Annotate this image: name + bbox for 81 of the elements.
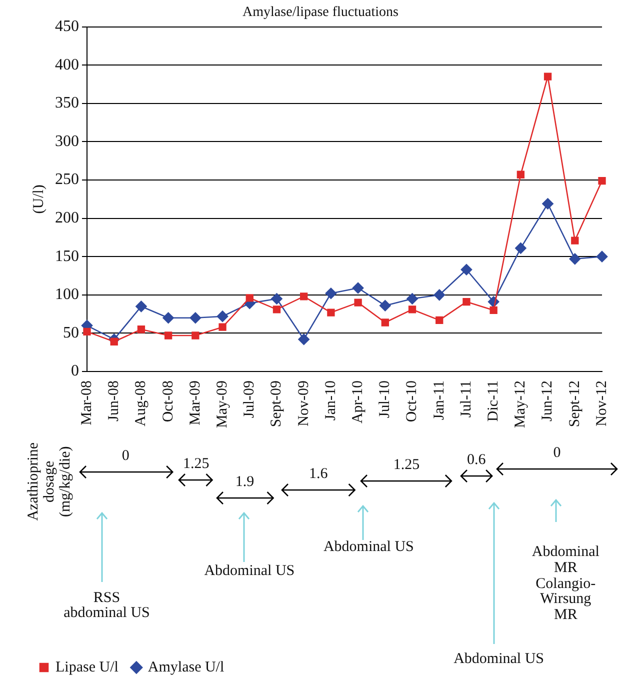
- x-tick-label: Jun-12: [540, 380, 556, 422]
- point: [327, 308, 335, 316]
- x-tick-label: Mar-09: [187, 380, 204, 426]
- point: [137, 326, 146, 334]
- chart-title: Amylase/lipase fluctuations: [242, 5, 398, 20]
- x-tick-label: Jul-09: [242, 380, 258, 418]
- point: [598, 176, 606, 185]
- x-tick-label: Aug-08: [133, 380, 150, 426]
- x-tick-label: Apr-10: [350, 380, 366, 424]
- x-tick-label: Sept-09: [268, 380, 285, 428]
- text: RSS abdominal US: [64, 590, 150, 622]
- x-tick-label: Nov-12: [594, 380, 610, 426]
- point: [515, 242, 526, 254]
- legend-label: Lipase U/l: [56, 659, 118, 676]
- x-tick-label: Jul-11: [458, 380, 474, 418]
- point: [571, 236, 579, 244]
- point: [569, 253, 581, 265]
- y-tick-label: 350: [55, 94, 79, 112]
- x-tick-label: Mar-08: [78, 380, 95, 426]
- point: [271, 293, 282, 304]
- x-tick-label: Jan-11: [431, 380, 448, 420]
- text: Abdominal US: [323, 538, 414, 556]
- y-tick-label: 100: [55, 286, 79, 304]
- point: [136, 300, 147, 312]
- y-tick-label: 400: [55, 56, 79, 74]
- legend-label: Amylase U/l: [148, 659, 224, 676]
- point: [272, 306, 281, 314]
- y-tick-label: 50: [63, 324, 79, 342]
- x-tick-label: May-09: [214, 380, 230, 428]
- y-axis-title: (U/l): [30, 184, 47, 214]
- point: [352, 282, 364, 294]
- point: [192, 332, 200, 340]
- x-tick-label: Sept-12: [566, 380, 583, 428]
- text: 0: [122, 448, 130, 464]
- point: [434, 289, 446, 301]
- point: [216, 310, 228, 322]
- x-tick-label: Jan-10: [322, 380, 339, 421]
- point: [380, 300, 391, 312]
- point: [354, 298, 362, 306]
- point: [596, 250, 608, 262]
- x-tick-label: Oct-10: [404, 380, 420, 422]
- y-tick-label: 450: [55, 18, 79, 36]
- text: 0.6: [467, 452, 486, 468]
- point: [325, 288, 337, 300]
- text: 1.9: [235, 474, 254, 490]
- point: [162, 312, 174, 324]
- point: [436, 316, 444, 324]
- point: [381, 318, 389, 326]
- x-tick-label: Jul-10: [377, 380, 394, 418]
- y-tick-label: 150: [55, 248, 79, 265]
- y-tick-label: 200: [55, 210, 79, 227]
- x-tick-label: Dic-11: [486, 380, 502, 422]
- x-tick-label: Jun-08: [106, 380, 122, 422]
- point: [462, 298, 470, 306]
- point: [408, 306, 416, 314]
- point: [190, 312, 202, 324]
- x-tick-label: May-12: [512, 380, 529, 428]
- point: [544, 72, 552, 80]
- point: [460, 264, 472, 276]
- text: Azathioprine dosage (mg/kg/die): [26, 442, 74, 521]
- point: [164, 332, 172, 340]
- text: 0: [553, 444, 561, 462]
- point: [246, 294, 254, 302]
- point: [218, 323, 226, 331]
- point: [542, 198, 554, 210]
- point: [516, 170, 525, 178]
- text: Abdominal US: [204, 562, 295, 580]
- text: Abdominal MR Colangio- Wirsung MR: [532, 544, 600, 624]
- point: [298, 334, 310, 345]
- text: Abdominal US: [454, 650, 544, 668]
- text: 1.25: [182, 456, 210, 472]
- text: 1.6: [308, 466, 328, 482]
- point: [406, 293, 418, 304]
- y-tick-label: 300: [55, 132, 79, 150]
- point: [490, 306, 498, 314]
- text: 1.25: [393, 456, 420, 474]
- point: [300, 292, 308, 300]
- x-tick-label: Oct-08: [160, 380, 176, 422]
- x-tick-label: Nov-09: [296, 380, 312, 426]
- y-tick-label: 250: [55, 171, 79, 188]
- y-tick-label: 0: [71, 362, 79, 380]
